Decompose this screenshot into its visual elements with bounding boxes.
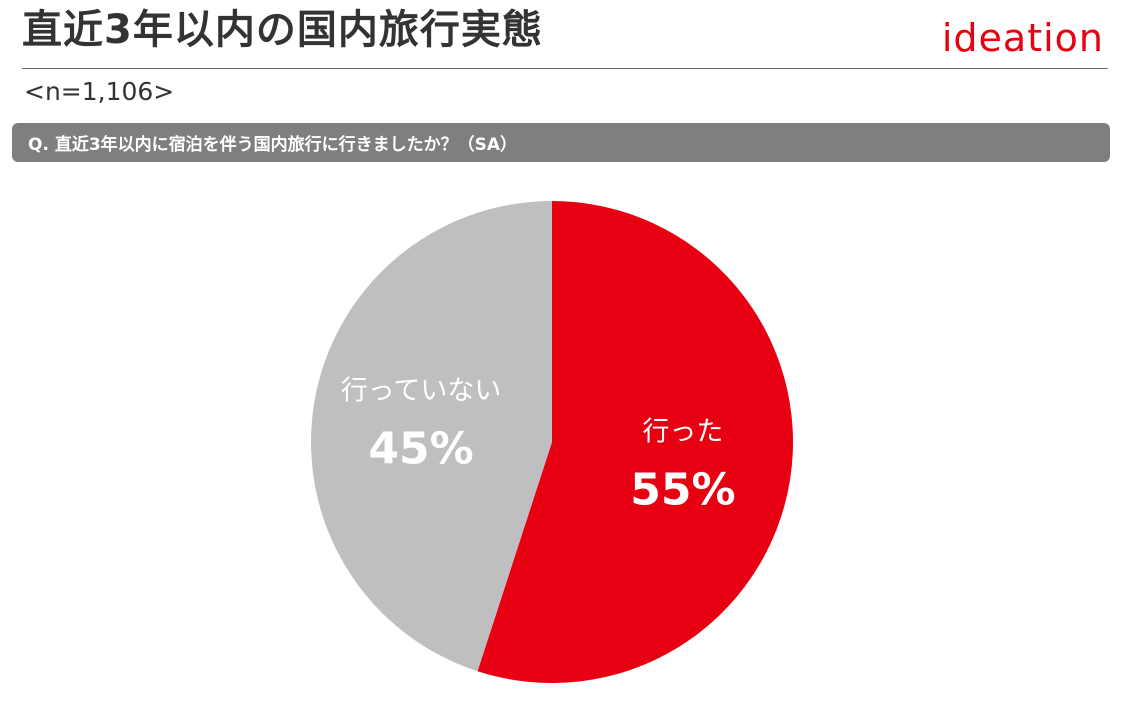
title-divider: [22, 68, 1108, 69]
pie-label-went: 行った: [642, 417, 723, 448]
pie-label-did-not-go: 行っていない: [341, 375, 502, 406]
pie-slice-did-not-go: [310, 201, 552, 672]
page-title: 直近3年以内の国内旅行実態: [22, 7, 543, 53]
pie-slice-went: [477, 201, 793, 683]
ideation-logo: ideation: [941, 16, 1104, 60]
pie-value-went: 55%: [630, 465, 735, 516]
question-text: Q. 直近3年以内に宿泊を伴う国内旅行に行きましたか？（SA）: [28, 135, 518, 155]
pie-labels: 行った 55% 行っていない 45%: [341, 375, 736, 515]
pie-slices: [310, 201, 793, 683]
question-bar: Q. 直近3年以内に宿泊を伴う国内旅行に行きましたか？（SA）: [12, 123, 1110, 162]
sample-size-label: <n=1,106>: [24, 77, 175, 106]
pie-value-did-not-go: 45%: [368, 423, 473, 474]
